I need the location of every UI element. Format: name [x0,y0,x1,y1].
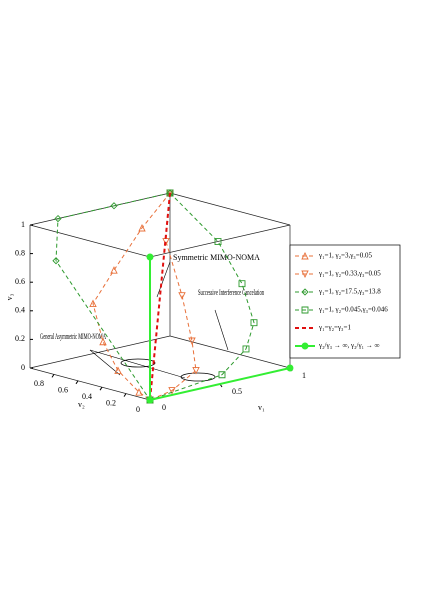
box-edge [149,224,291,258]
marker [178,292,186,300]
legend-marker [301,306,309,314]
series-line [149,192,255,401]
marker [146,253,154,261]
legend-label: γ₁=1, γ₂=0.33,γ₃=0.05 [318,270,381,278]
legend-marker [301,288,309,296]
legend-marker [301,342,309,350]
legend-marker [301,251,309,260]
annotation: Successive Interference Cancelation [198,288,264,297]
arrow [214,309,229,351]
annotation: General Asymmetric MIMO-NOMA [40,332,106,341]
marker [138,223,146,232]
z-tick-label: 0 [21,363,25,372]
marker [168,387,176,395]
z-axis-label: v₃ [5,293,14,300]
z-tick-label: 0.8 [15,248,25,257]
y-tick-label: 0.6 [58,386,68,395]
marker [110,202,118,210]
y-tick-label: 0.2 [106,398,116,407]
marker [250,319,258,327]
series-line [92,192,171,401]
annotation: Symmetric MIMO-NOMA [173,253,260,262]
marker [286,364,294,372]
series-line [149,192,171,401]
marker [214,238,222,245]
y-tick-label: 0 [136,405,140,414]
marker [166,189,174,197]
z-tick-label: 0.4 [15,306,25,315]
y-tick-label: 0.4 [82,392,92,401]
marker [242,345,250,353]
x-tick-label: 0 [162,403,166,412]
marker [188,337,196,346]
arrow [89,349,121,376]
box-edge [29,367,151,401]
legend-box [289,244,401,359]
arrow [89,349,186,379]
marker [89,299,97,307]
series-line [149,192,197,401]
z-tick-label: 1 [21,220,25,229]
marker [238,280,246,288]
series-line [149,257,291,402]
z-tick-label: 0.6 [15,277,25,286]
legend-label: γ₁=1, γ₂=0.045,γ₃=0.046 [318,306,388,314]
marker [110,266,118,274]
legend-marker [301,270,309,279]
x-axis-label: v₁ [258,403,265,412]
legend-label: γ₁=1, γ₂=17.5,γ₃=13.8 [318,288,381,296]
box-edge [29,335,171,369]
x-tick-label: 0.5 [232,387,242,396]
ellipse [180,372,216,382]
marker [52,257,60,265]
legend-label: γ₂/γ₃ → ∞, γ₂/γ₁ → ∞ [318,342,380,350]
y-axis-label: v₂ [78,400,85,409]
y-tick [51,374,55,378]
x-tick-label: 1 [302,371,306,380]
ellipse [120,358,156,368]
marker [146,396,154,404]
z-tick-label: 0.2 [15,334,25,343]
y-tick [75,380,79,385]
y-tick [99,386,103,391]
marker [218,371,226,379]
box-edge [29,224,151,258]
marker [192,367,200,375]
marker [54,214,62,223]
marker [114,366,122,374]
y-tick-label: 0.8 [34,379,44,388]
box-edge [169,192,291,226]
marker [135,388,143,396]
box-edge [169,335,291,369]
legend-label: γ₁=1, γ₂=3,γ₃=0.05 [318,252,372,260]
series-line [55,192,171,401]
y-tick [123,393,127,397]
legend-label: γ₁=γ₂=γ₃=1 [318,324,351,332]
arrow [156,261,171,298]
marker [99,337,107,346]
